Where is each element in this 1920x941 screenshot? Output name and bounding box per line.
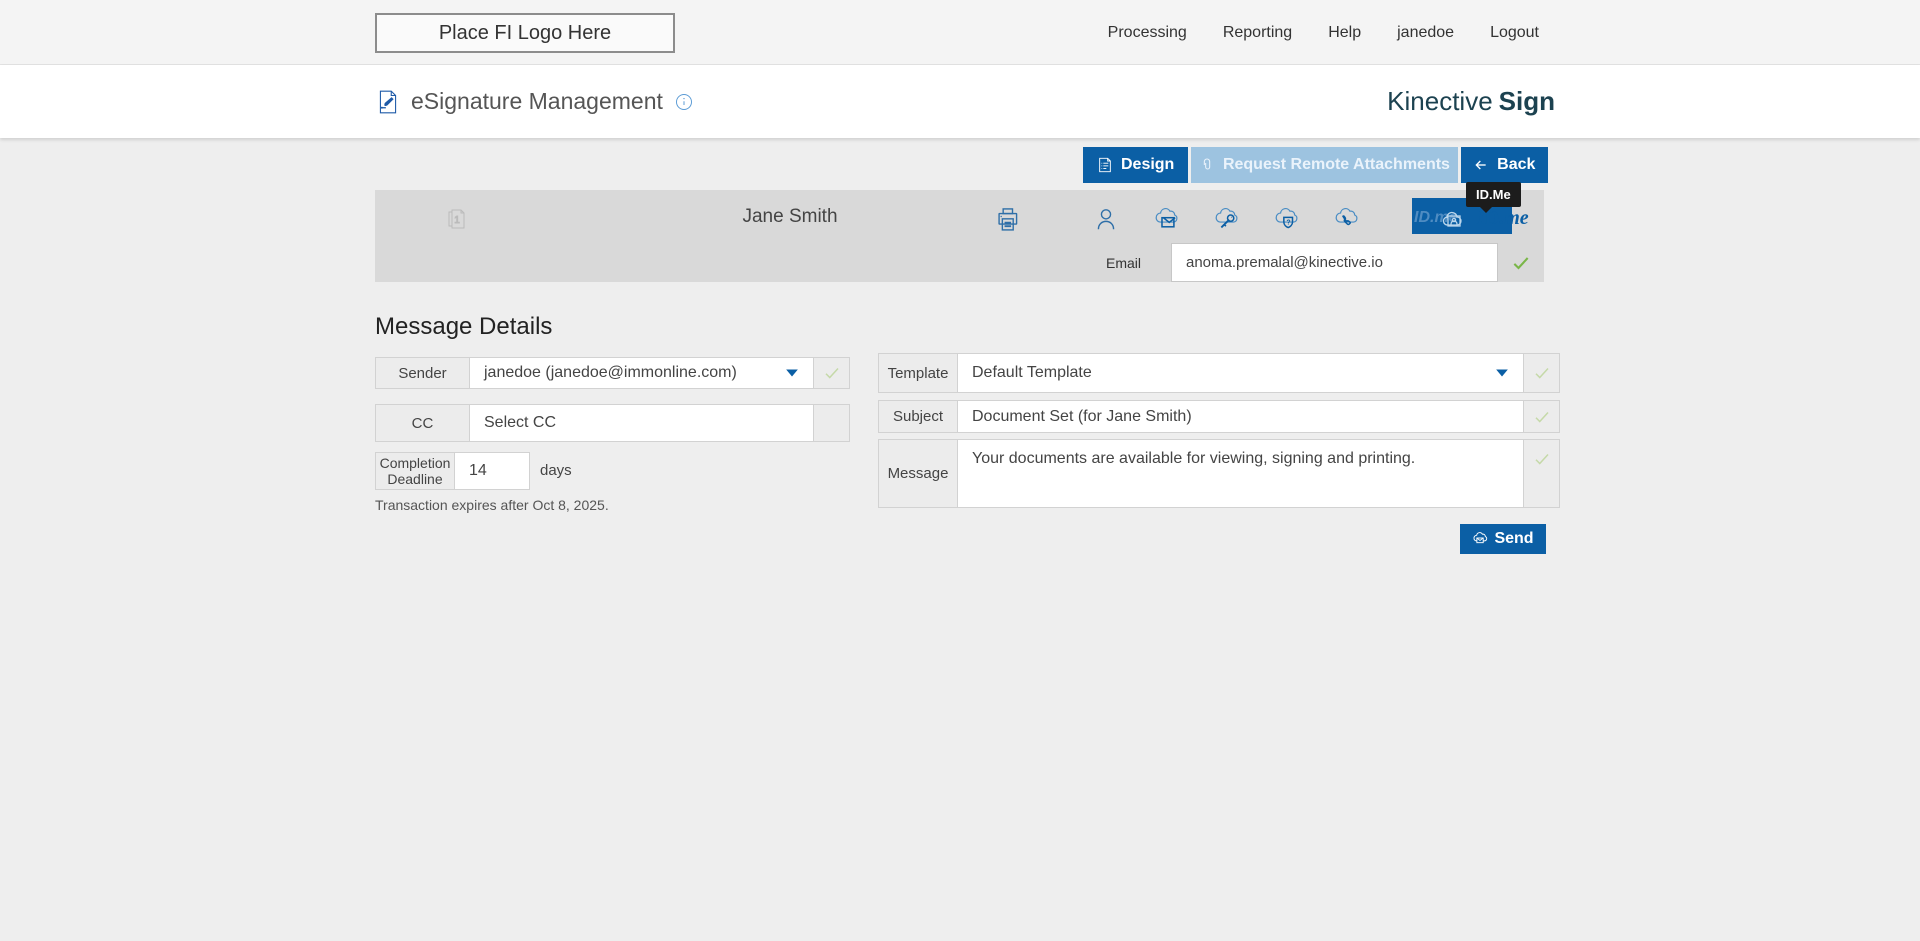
svg-text:?: ?: [1286, 220, 1290, 227]
svg-text:1: 1: [454, 215, 460, 226]
